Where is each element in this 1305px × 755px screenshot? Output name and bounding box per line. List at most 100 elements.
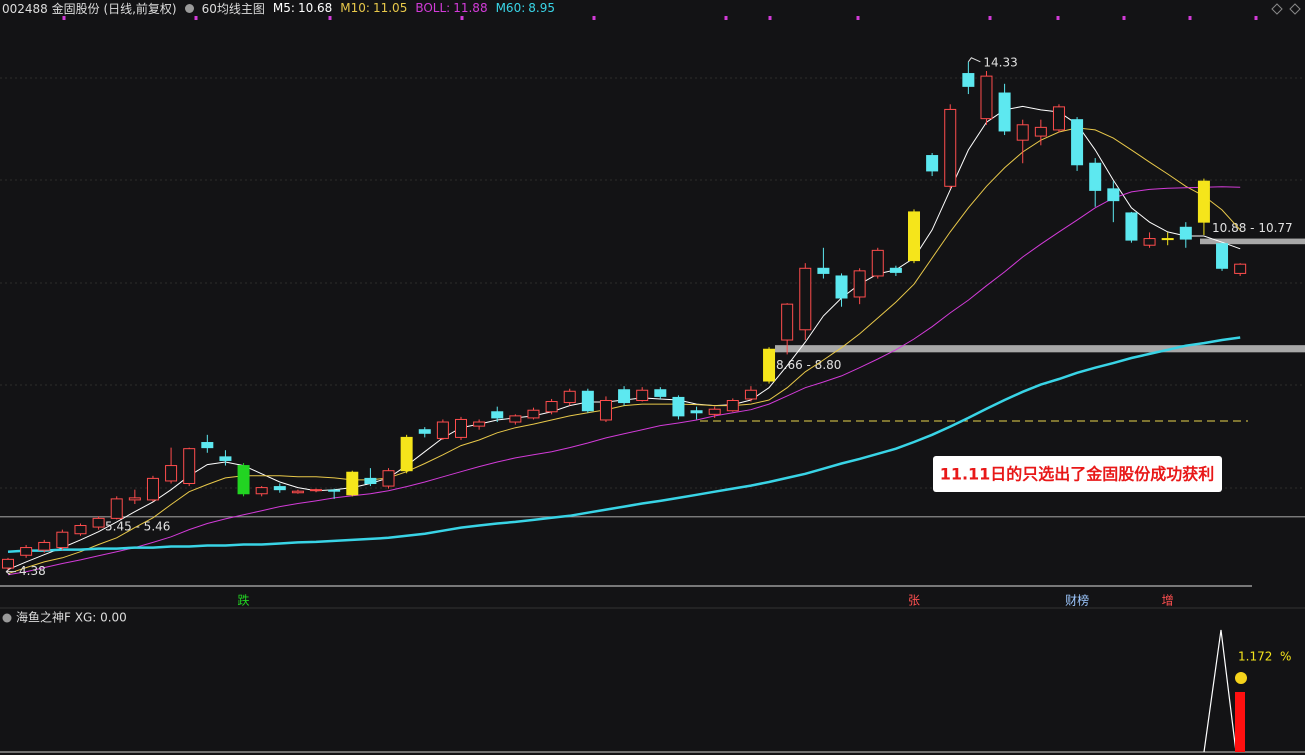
panel-icon[interactable]: [2, 613, 12, 623]
candle-body: [364, 477, 377, 485]
candle-body: [1125, 212, 1138, 241]
candle-body: [328, 489, 341, 492]
sub-panel-unit: %: [1280, 650, 1291, 664]
candle-body: [1107, 188, 1120, 202]
candle-body: [636, 389, 649, 401]
ma-line: [7, 105, 1241, 571]
event-label: 跌: [238, 593, 250, 608]
candle-body: [1161, 238, 1174, 241]
candle-body: [455, 418, 467, 438]
candle-body: [962, 73, 975, 87]
candle-body: [146, 477, 159, 501]
event-label: 财榜: [1065, 593, 1089, 608]
indicator-label: M5:: [272, 1, 295, 15]
template-name: 60均线主图: [201, 1, 265, 16]
top-marker: [724, 16, 728, 20]
candle-body: [1179, 226, 1192, 240]
top-marker: [62, 16, 66, 20]
candle-body: [56, 531, 69, 549]
top-marker: [988, 16, 992, 20]
candle-body: [1234, 263, 1247, 274]
candle-body: [908, 211, 920, 262]
top-marker: [194, 16, 198, 20]
candle-body: [20, 547, 33, 556]
indicator-value: 11.88: [453, 1, 488, 15]
candle-body: [1216, 243, 1229, 269]
event-label: 增: [1162, 594, 1174, 608]
candle-body: [817, 267, 830, 274]
top-marker: [460, 16, 464, 20]
window-icons[interactable]: [1271, 3, 1301, 15]
annotation-box: [933, 456, 1222, 492]
candle-body: [581, 390, 594, 412]
candle-body: [835, 275, 848, 299]
stock-title: 002488 金固股份 (日线,前复权): [2, 1, 177, 16]
candle-body: [436, 421, 449, 439]
candle-body: [382, 470, 395, 487]
candle-body: [998, 92, 1011, 132]
candle-body: [418, 429, 431, 434]
support-band: [1200, 238, 1305, 245]
support-band: [775, 345, 1305, 353]
candle-body: [672, 396, 685, 417]
candle-body: [799, 267, 812, 331]
candle-body: [618, 389, 631, 404]
top-marker: [768, 16, 772, 20]
high-label: 14.33: [983, 55, 1017, 69]
candle-body: [708, 408, 721, 415]
candle-body: [291, 490, 304, 494]
candle-body: [1071, 119, 1084, 166]
low-label: 4.38: [19, 564, 46, 578]
candle-body: [654, 389, 667, 397]
candle-body: [726, 399, 739, 412]
indicator-value: 10.68: [297, 1, 333, 15]
header: 002488 金固股份 (日线,前复权) 60均线主图 M5: 10.68 M10: 11…: [2, 0, 555, 16]
indicator-label: M10:: [340, 1, 370, 15]
indicator: M10: 11.05: [340, 1, 407, 15]
candle-body: [165, 465, 178, 482]
indicator-value: 8.95: [528, 1, 555, 15]
candle-body: [781, 303, 794, 341]
indicator: M5: 10.68: [273, 1, 332, 15]
low-arrow: [5, 568, 16, 576]
candle-body: [763, 348, 776, 382]
candle-body: [201, 442, 214, 449]
indicator-label: M60:: [495, 1, 526, 15]
indicator: M60: 8.95: [496, 1, 555, 15]
candle-body: [599, 399, 612, 421]
candle-body: [1143, 238, 1156, 246]
candle-body: [473, 421, 486, 427]
top-marker: [1056, 16, 1060, 20]
indicator-value: 11.05: [372, 1, 408, 15]
candle-body: [1016, 124, 1029, 141]
candle-body: [255, 487, 268, 495]
candle-body: [310, 489, 323, 492]
high-leader: [967, 57, 981, 63]
menu-icon[interactable]: [184, 3, 194, 13]
top-marker: [1254, 16, 1258, 20]
candle-body: [273, 486, 286, 491]
candle-body: [545, 401, 558, 413]
candle-body: [2, 558, 14, 569]
annotation: 11.11日的只选出了金固股份成功获利: [940, 465, 1215, 484]
candle-body: [128, 497, 141, 501]
candle-body: [871, 249, 884, 277]
indicator: BOLL: 11.88: [415, 1, 487, 15]
candle-body: [944, 108, 957, 187]
top-marker: [592, 16, 596, 20]
candle-body: [1052, 106, 1065, 131]
candle-body: [853, 270, 866, 298]
band-label: 10.88 - 10.77: [1212, 221, 1293, 235]
candle-body: [509, 415, 522, 423]
candle-body: [1089, 162, 1102, 191]
smiley-icon: [1235, 672, 1247, 684]
candle-body: [926, 155, 939, 172]
candle-body: [690, 410, 703, 414]
candle-body: [563, 390, 576, 404]
candle-body: [237, 465, 250, 495]
event-label: 张: [908, 594, 920, 608]
top-marker: [856, 16, 860, 20]
candle-body: [346, 471, 359, 496]
